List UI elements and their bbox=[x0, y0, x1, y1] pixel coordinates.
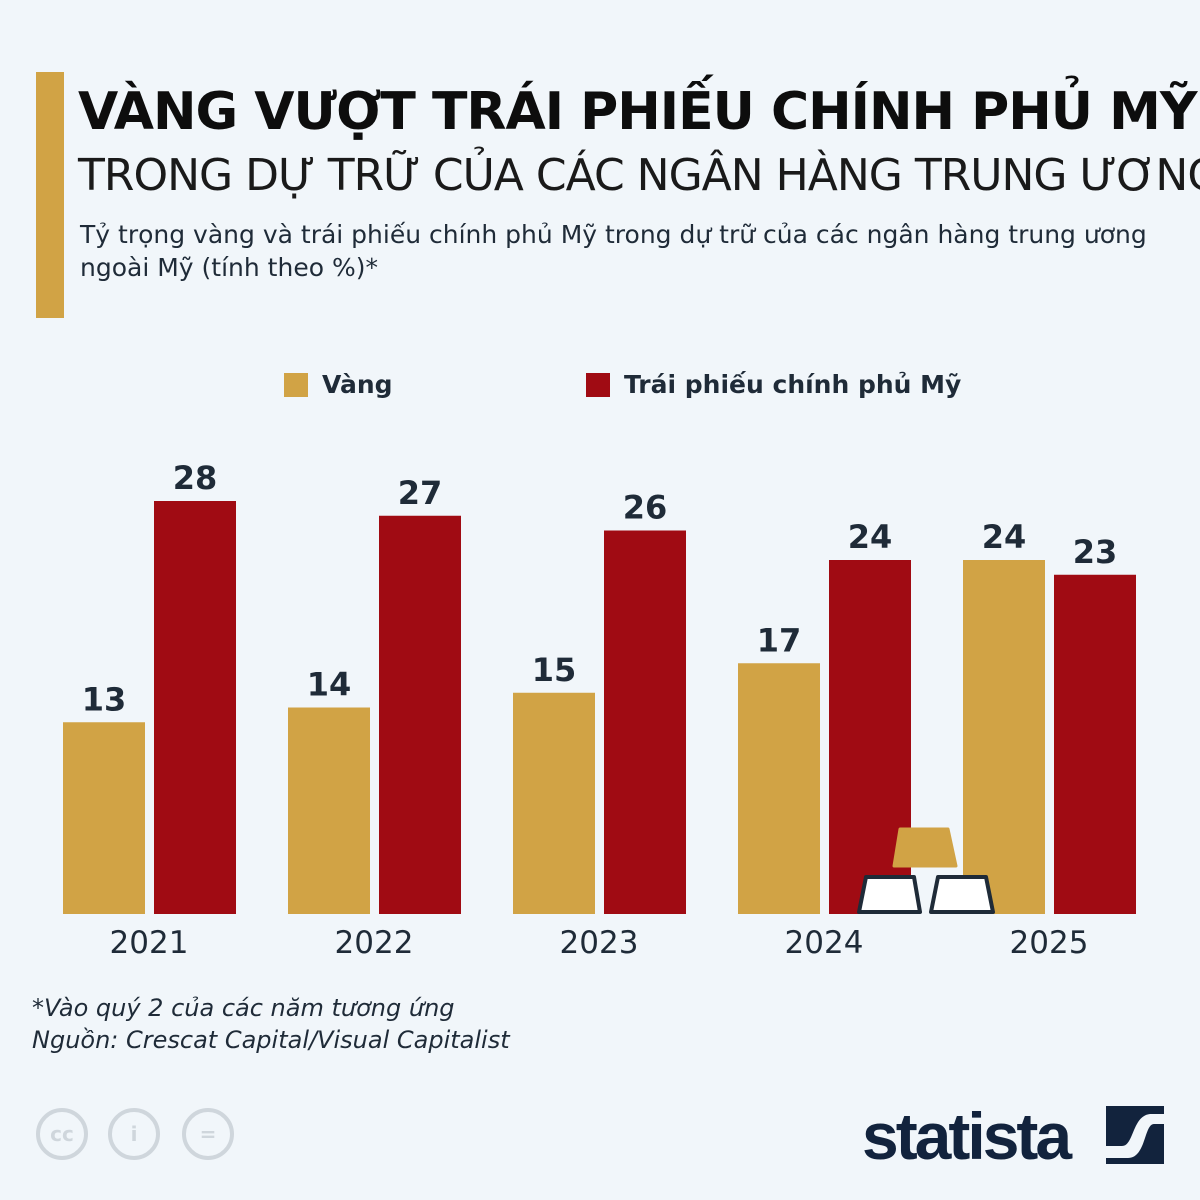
bar-treasuries-2021 bbox=[154, 501, 236, 914]
data-label: 15 bbox=[532, 651, 577, 689]
data-label: 24 bbox=[982, 518, 1027, 556]
x-tick-label: 2022 bbox=[335, 925, 414, 961]
gold-bars-icon bbox=[857, 827, 995, 914]
data-label: 14 bbox=[307, 666, 352, 704]
no-derivatives-icon: = bbox=[182, 1108, 234, 1160]
x-tick-label: 2024 bbox=[785, 925, 864, 961]
bar-gold-2021 bbox=[63, 722, 145, 914]
bar-treasuries-2022 bbox=[379, 515, 461, 914]
cc-icon: cc bbox=[36, 1108, 88, 1160]
x-tick-label: 2025 bbox=[1010, 925, 1089, 961]
legend-item-gold: Vàng bbox=[284, 370, 393, 399]
statista-logo: statista bbox=[862, 1099, 1072, 1173]
page-title: VÀNG VƯỢT TRÁI PHIẾU CHÍNH PHỦ MỸ bbox=[78, 82, 1198, 142]
bar-gold-2025 bbox=[963, 560, 1045, 914]
x-tick-label: 2021 bbox=[110, 925, 189, 961]
legend-label-gold: Vàng bbox=[322, 370, 393, 399]
legend-swatch-gold bbox=[284, 372, 308, 397]
x-tick-label: 2023 bbox=[560, 925, 639, 961]
bar-treasuries-2023 bbox=[604, 530, 686, 914]
legend-swatch-treasuries bbox=[586, 372, 610, 397]
bar-gold-2023 bbox=[513, 692, 595, 914]
data-label: 13 bbox=[82, 680, 127, 718]
data-label: 23 bbox=[1073, 533, 1118, 571]
chart-description: Tỷ trọng vàng và trái phiếu chính phủ Mỹ… bbox=[80, 220, 1147, 282]
legend-item-treasuries: Trái phiếu chính phủ Mỹ bbox=[586, 370, 961, 399]
data-label: 28 bbox=[173, 459, 218, 497]
footnote-note: *Vào quý 2 của các năm tương ứng bbox=[32, 994, 455, 1022]
attribution-icon: i bbox=[108, 1108, 160, 1160]
bar-gold-2022 bbox=[288, 707, 370, 914]
statista-logo-icon bbox=[1106, 1106, 1164, 1164]
page-subtitle: TRONG DỰ TRỮ CỦA CÁC NGÂN HÀNG TRUNG ƯƠN… bbox=[78, 150, 1200, 201]
data-label: 17 bbox=[757, 621, 802, 659]
bar-gold-2024 bbox=[738, 663, 820, 914]
data-label: 24 bbox=[848, 518, 893, 556]
title-accent-bar bbox=[36, 72, 64, 318]
data-label: 26 bbox=[623, 489, 668, 527]
footnote: *Vào quý 2 của các năm tương ứng Nguồn: … bbox=[32, 992, 510, 1056]
data-label: 27 bbox=[398, 474, 443, 512]
bar-treasuries-2025 bbox=[1054, 574, 1136, 914]
footnote-source: Nguồn: Crescat Capital/Visual Capitalist bbox=[32, 1026, 510, 1054]
legend-label-treasuries: Trái phiếu chính phủ Mỹ bbox=[624, 370, 962, 399]
